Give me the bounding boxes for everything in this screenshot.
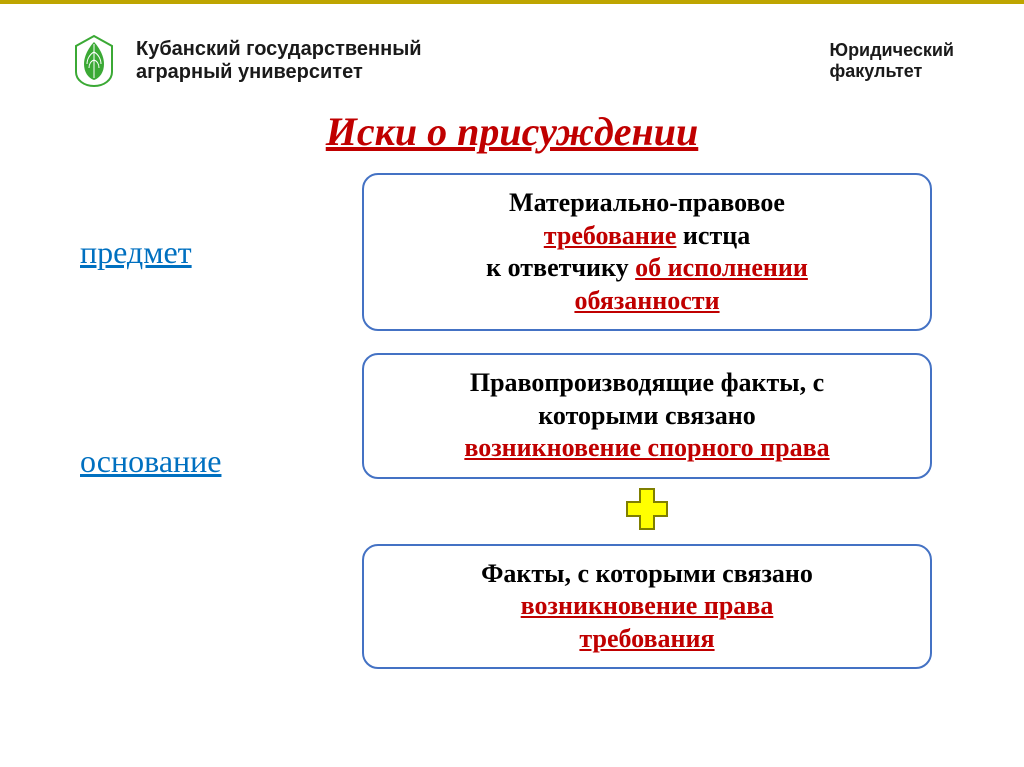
slide-title: Иски о присуждении (0, 108, 1024, 155)
basis-row: основание Правопроизводящие факты, с кот… (60, 353, 964, 669)
basis-box-2: Факты, с которыми связано возникновение … (362, 544, 932, 670)
faculty-name: Юридический факультет (830, 40, 955, 81)
basis2-l1: Факты, с которыми связано (481, 559, 813, 588)
subject-l3-emph: об исполнении (635, 253, 808, 282)
subject-l2-plain: истца (676, 221, 750, 250)
basis-box-1: Правопроизводящие факты, с которыми связ… (362, 353, 932, 479)
basis-label: основание (60, 353, 290, 480)
university-line2: аграрный университет (136, 61, 363, 83)
basis1-l2: которыми связано (538, 401, 755, 430)
header: Кубанский государственный аграрный униве… (0, 4, 1024, 98)
subject-l4-emph: обязанности (574, 286, 719, 315)
subject-l2-emph: требование (544, 221, 677, 250)
basis2-l3: требования (579, 624, 714, 653)
university-line1: Кубанский государственный (136, 38, 422, 60)
basis2-l2: возникновение права (521, 591, 774, 620)
plus-wrap (623, 485, 671, 538)
subject-box: Материально-правовое требование истца к … (362, 173, 932, 331)
header-left: Кубанский государственный аграрный униве… (70, 34, 422, 88)
basis1-l1: Правопроизводящие факты, с (470, 368, 824, 397)
subject-row: предмет Материально-правовое требование … (60, 173, 964, 331)
faculty-line1: Юридический (830, 40, 955, 60)
basis1-l3: возникновение спорного права (464, 433, 829, 462)
subject-label: предмет (60, 234, 290, 271)
faculty-line2: факультет (830, 61, 923, 81)
subject-l1: Материально-правовое (509, 188, 785, 217)
plus-icon (623, 485, 671, 533)
university-logo-icon (70, 34, 118, 88)
basis-box-col: Правопроизводящие факты, с которыми связ… (330, 353, 964, 669)
subject-box-col: Материально-правовое требование истца к … (330, 173, 964, 331)
subject-l3-plain: к ответчику (486, 253, 635, 282)
university-name: Кубанский государственный аграрный униве… (136, 38, 422, 84)
content: предмет Материально-правовое требование … (0, 173, 1024, 669)
